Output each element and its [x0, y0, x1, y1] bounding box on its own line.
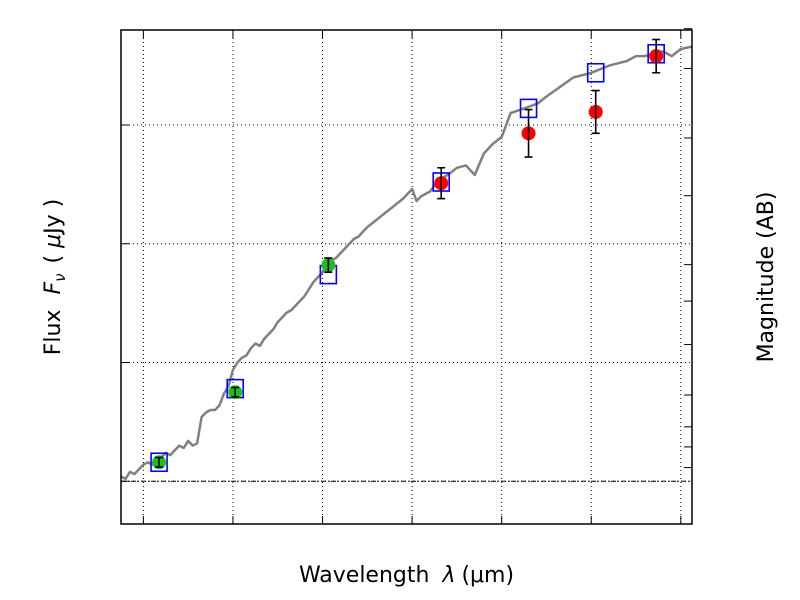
grid [121, 30, 692, 524]
model-photometry-square-5 [586, 62, 605, 83]
data-points [150, 38, 665, 473]
model-spectrum-line [121, 45, 692, 481]
model-photometry-square-0 [150, 452, 168, 473]
y-axis-label: Flux Fν( μJy ) [41, 199, 69, 355]
y-axis [121, 124, 129, 482]
plot-area [121, 45, 692, 481]
x-axis [142, 30, 682, 524]
magnitude-axis-label: Magnitude (AB) [754, 192, 779, 363]
magnitude-axis [684, 28, 692, 469]
x-axis-label: Wavelength λ (μm) [299, 563, 514, 588]
plot-frame [120, 29, 693, 525]
